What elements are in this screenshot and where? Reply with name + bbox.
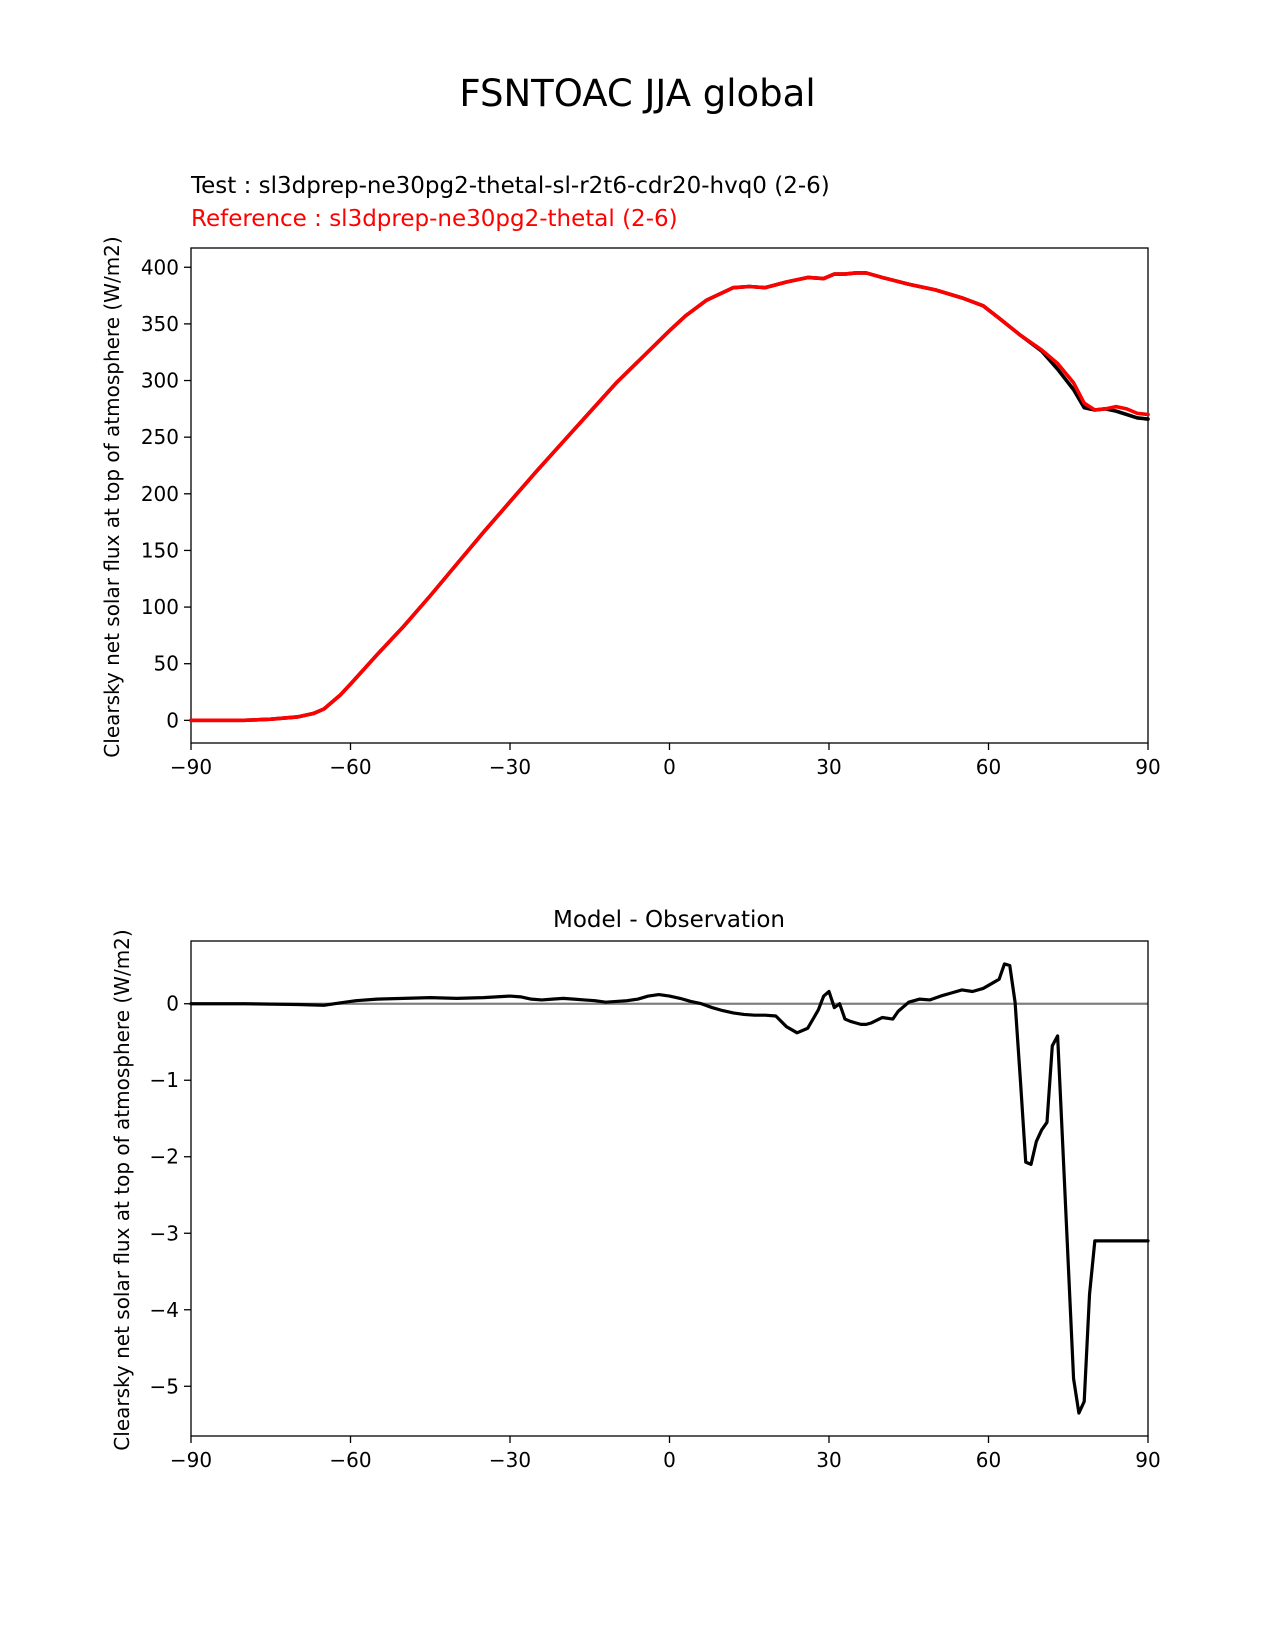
legend-test-label: Test : sl3dprep-ne30pg2-thetal-sl-r2t6-c… bbox=[191, 173, 830, 199]
top-series-group bbox=[189, 271, 1150, 723]
bottom-y-tick-label: −4 bbox=[150, 1298, 179, 1322]
bottom-y-axis-label: Clearsky net solar flux at top of atmosp… bbox=[110, 929, 134, 1450]
top-y-tick-label: 150 bbox=[141, 538, 179, 562]
top-series-line-test bbox=[189, 271, 1150, 723]
top-y-tick-label: 50 bbox=[154, 652, 179, 676]
top-series-line-reference bbox=[189, 271, 1150, 723]
top-y-tick-label: 350 bbox=[141, 312, 179, 336]
top-x-tick-label: −90 bbox=[170, 755, 212, 779]
top-x-tick-label: −30 bbox=[489, 755, 531, 779]
bottom-y-tick-label: −3 bbox=[150, 1221, 179, 1245]
top-x-axis: −90 −60 −30 0 30 60 90 bbox=[170, 743, 1161, 779]
top-x-tick-label: 0 bbox=[663, 755, 676, 779]
top-y-tick-label: 250 bbox=[141, 425, 179, 449]
bottom-y-tick-label: −5 bbox=[150, 1374, 179, 1398]
bottom-x-tick-label: −30 bbox=[489, 1448, 531, 1472]
bottom-y-tick-label: 0 bbox=[166, 992, 179, 1016]
top-x-tick-label: 30 bbox=[816, 755, 841, 779]
legend-reference-label: Reference : sl3dprep-ne30pg2-thetal (2-6… bbox=[191, 206, 678, 232]
figure-title: FSNTOAC JJA global bbox=[459, 72, 816, 115]
bottom-y-axis: 0 −1 −2 −3 −4 −5 bbox=[150, 992, 191, 1398]
top-panel: 0 50 100 150 200 250 300 350 400 −90 −60 −30 0 30 60 9… bbox=[100, 236, 1161, 779]
top-x-tick-label: 90 bbox=[1135, 755, 1160, 779]
bottom-panel-title: Model - Observation bbox=[553, 907, 785, 933]
top-y-tick-label: 0 bbox=[166, 708, 179, 732]
top-x-tick-label: −60 bbox=[329, 755, 371, 779]
bottom-panel: Model - Observation 0 −1 −2 −3 −4 −5 −90 −60 −3… bbox=[110, 907, 1161, 1472]
top-y-tick-label: 400 bbox=[141, 255, 179, 279]
bottom-x-tick-label: 90 bbox=[1135, 1448, 1160, 1472]
bottom-y-tick-label: −1 bbox=[150, 1068, 179, 1092]
bottom-x-tick-label: 30 bbox=[816, 1448, 841, 1472]
top-x-tick-label: 60 bbox=[976, 755, 1001, 779]
top-y-axis: 0 50 100 150 200 250 300 350 400 bbox=[141, 255, 191, 732]
bottom-plot-frame bbox=[190, 940, 1149, 1437]
top-y-tick-label: 100 bbox=[141, 595, 179, 619]
bottom-series-group bbox=[189, 962, 1150, 1415]
bottom-x-tick-label: 0 bbox=[663, 1448, 676, 1472]
bottom-x-axis: −90 −60 −30 0 30 60 90 bbox=[170, 1436, 1161, 1472]
bottom-x-tick-label: −60 bbox=[329, 1448, 371, 1472]
bottom-x-tick-label: 60 bbox=[976, 1448, 1001, 1472]
top-y-tick-label: 300 bbox=[141, 369, 179, 393]
bottom-y-tick-label: −2 bbox=[150, 1145, 179, 1169]
bottom-series-line-model-observation bbox=[189, 962, 1150, 1415]
top-y-axis-label: Clearsky net solar flux at top of atmosp… bbox=[100, 236, 124, 757]
top-y-tick-label: 200 bbox=[141, 482, 179, 506]
bottom-x-tick-label: −90 bbox=[170, 1448, 212, 1472]
